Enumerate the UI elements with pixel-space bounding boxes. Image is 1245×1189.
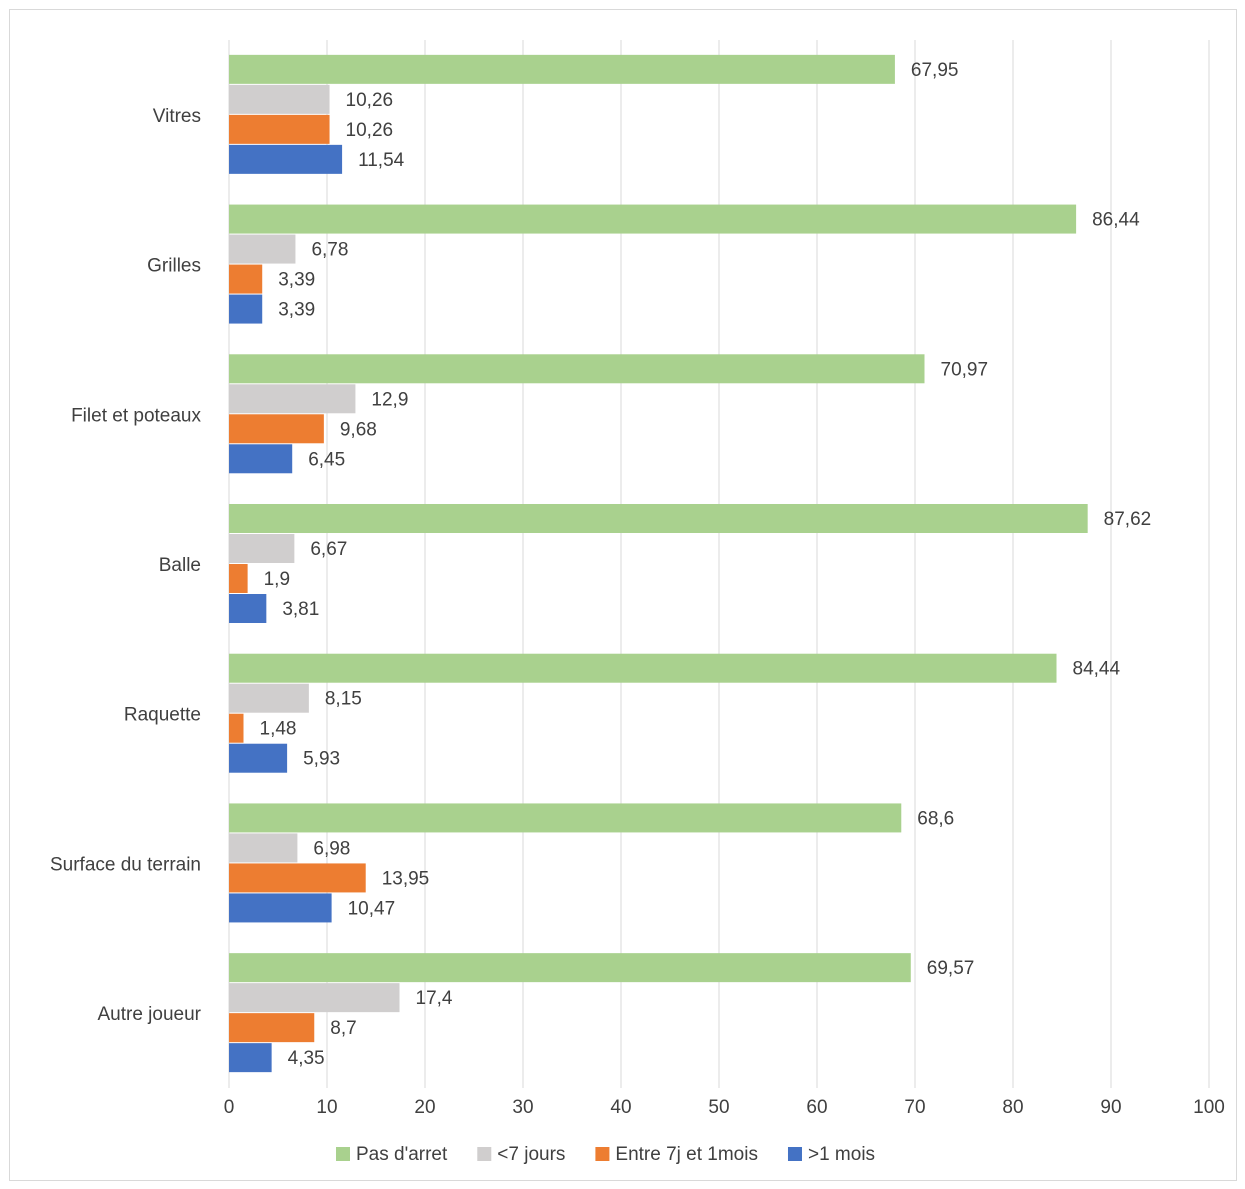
x-tick-label: 40	[610, 1097, 631, 1118]
data-label: 10,47	[348, 898, 396, 919]
bar	[229, 1043, 272, 1073]
x-tick-label: 10	[316, 1097, 337, 1118]
legend-swatch	[595, 1147, 610, 1161]
data-label: 3,39	[278, 300, 315, 321]
bar	[229, 504, 1088, 533]
bar	[229, 653, 1057, 683]
legend-entry: >1 mois	[808, 1144, 875, 1165]
x-tick-label: 90	[1100, 1097, 1121, 1118]
category-label: Autre joueur	[97, 1004, 201, 1025]
data-label: 11,54	[358, 150, 405, 171]
legend-entry: <7 jours	[497, 1144, 565, 1165]
bar	[229, 384, 356, 414]
category-label: Filet et poteaux	[71, 405, 201, 426]
x-tick-label: 70	[904, 1097, 925, 1118]
bar	[229, 534, 295, 563]
bar	[229, 803, 902, 833]
legend-swatch	[787, 1147, 802, 1161]
bar	[229, 594, 267, 623]
data-label: 87,62	[1104, 509, 1152, 530]
x-tick-label: 20	[414, 1097, 435, 1118]
category-label: Surface du terrain	[50, 854, 201, 875]
category-label: Vitres	[153, 106, 201, 127]
x-tick-labels: 0 10 20 30 40 50 60 70 80 90 100	[224, 1097, 1225, 1118]
chart-frame	[9, 9, 1237, 1181]
bar	[229, 144, 343, 174]
bar	[229, 983, 400, 1013]
bar	[229, 264, 263, 294]
bar	[229, 234, 296, 264]
data-label: 67,95	[911, 60, 959, 81]
data-label: 6,78	[311, 240, 348, 261]
x-tick-label: 100	[1193, 1097, 1225, 1118]
data-label: 5,93	[303, 749, 340, 770]
data-label: 3,39	[278, 270, 315, 291]
data-label: 3,81	[282, 599, 319, 620]
bar	[229, 833, 298, 863]
x-tick-label: 80	[1002, 1097, 1023, 1118]
bar	[229, 414, 324, 444]
data-label: 17,4	[416, 988, 453, 1009]
category-label: Raquette	[124, 705, 201, 726]
x-tick-label: 50	[708, 1097, 729, 1118]
bar	[229, 683, 309, 713]
category-label: Grilles	[147, 256, 201, 277]
x-tick-label: 30	[512, 1097, 533, 1118]
data-label: 13,95	[382, 868, 430, 889]
bar	[229, 294, 263, 324]
bar	[229, 863, 366, 893]
bar	[229, 743, 288, 773]
bar	[229, 204, 1077, 234]
data-label: 10,26	[346, 120, 394, 141]
legend-swatch	[477, 1147, 492, 1161]
data-label: 69,57	[927, 958, 975, 979]
category-labels: Vitres Grilles Filet et poteaux Balle Raquet…	[50, 106, 202, 1025]
x-tick-label: 60	[806, 1097, 827, 1118]
data-label: 84,44	[1073, 659, 1121, 680]
bar	[229, 54, 895, 84]
data-label: 6,98	[313, 838, 350, 859]
bar	[229, 444, 293, 474]
legend: Pas d'arret <7 jours Entre 7j et 1mois >1 m…	[336, 1144, 875, 1165]
data-label: 9,68	[340, 419, 377, 440]
bar	[229, 1013, 315, 1043]
data-label: 10,26	[346, 90, 394, 111]
bar	[229, 953, 911, 983]
legend-swatch	[336, 1147, 350, 1161]
data-label: 6,45	[308, 449, 345, 470]
data-label: 86,44	[1092, 210, 1140, 231]
bar	[229, 713, 244, 743]
x-tick-label: 0	[224, 1097, 235, 1118]
bar	[229, 84, 330, 114]
data-label: 4,35	[288, 1048, 325, 1069]
legend-entry: Pas d'arret	[356, 1144, 448, 1165]
data-label: 70,97	[941, 359, 989, 380]
bars	[229, 54, 1088, 1073]
data-label: 8,15	[325, 689, 362, 710]
data-label: 68,6	[917, 808, 954, 829]
data-label: 1,9	[264, 569, 290, 590]
category-label: Balle	[159, 555, 201, 576]
data-labels: 67,95 10,26 10,26 11,54 86,44 6,78 3,39 3,39 70,…	[260, 60, 1152, 1069]
legend-entry: Entre 7j et 1mois	[615, 1144, 758, 1165]
data-label: 8,7	[330, 1018, 356, 1039]
bar	[229, 114, 330, 144]
data-label: 6,67	[310, 539, 347, 560]
gridlines	[228, 40, 1210, 1088]
bar	[229, 564, 248, 593]
data-label: 12,9	[371, 389, 408, 410]
data-label: 1,48	[260, 719, 297, 740]
bar	[229, 354, 925, 384]
bar	[229, 893, 332, 923]
